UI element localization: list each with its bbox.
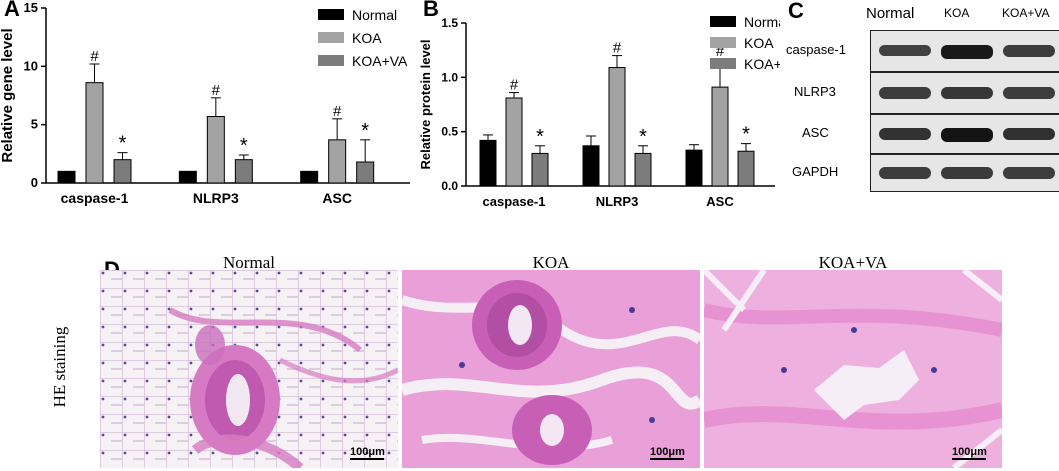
bar-koa-va [234, 159, 253, 184]
bar-koa-va [634, 152, 652, 187]
panel-letter-a: A [4, 0, 20, 21]
bar-koa-va [356, 161, 375, 184]
y-tick-label: 15 [24, 0, 38, 15]
blot-row-label: caspase-1 [786, 42, 846, 57]
significance-mark: * [119, 133, 127, 155]
significance-mark: # [510, 77, 519, 94]
western-blot-panel: Normal KOA KOA+VA caspase-1 NLRP3 ASC GAPDH [780, 0, 1059, 205]
y-tick-label: 0 [31, 175, 38, 190]
y-axis-label: Relative protein level [420, 39, 433, 169]
blot-row-label: NLRP3 [794, 84, 836, 99]
legend-label: Normal [744, 14, 780, 30]
scale-bar-normal: 100μm [350, 446, 385, 460]
blot-header-koa-va: KOA+VA [1002, 6, 1050, 20]
protein-level-bar-chart: 0.0 0.5 1.0 1.5 Relative protein level # * casp… [420, 14, 780, 209]
blot-band [1003, 45, 1055, 57]
bar-koa [328, 139, 347, 184]
legend-label: KOA+VA [352, 53, 408, 69]
significance-mark: * [361, 120, 369, 142]
bar-normal [178, 170, 197, 184]
legend-label: KOA [352, 30, 382, 46]
legend-swatch [710, 58, 736, 69]
bar-koa-va [531, 152, 549, 187]
legend-swatch [318, 9, 344, 20]
y-tick-label: 5 [31, 117, 38, 132]
bar-normal [300, 170, 319, 184]
y-tick-label: 0.0 [441, 179, 458, 193]
hist-title-normal: Normal [223, 253, 275, 272]
bar-koa-va [737, 150, 755, 187]
hist-title-koa: KOA [532, 253, 570, 272]
bar-normal [57, 170, 76, 184]
bar-koa [505, 97, 523, 187]
blot-band [1003, 87, 1055, 99]
significance-mark: * [240, 135, 248, 157]
bar-koa-va [113, 159, 132, 184]
histology-image-normal [100, 270, 398, 468]
blot-band [941, 45, 993, 59]
bar-koa [85, 82, 104, 184]
scale-bar-koa-va: 100μm [952, 446, 987, 460]
y-tick-label: 1.0 [441, 70, 458, 84]
bar-koa [206, 116, 225, 184]
y-tick-label: 10 [24, 58, 38, 73]
legend-swatch [710, 16, 736, 27]
blot-band [879, 87, 931, 99]
blot-band [879, 128, 931, 141]
bar-koa [608, 67, 626, 187]
panel-letter-c: C [788, 0, 804, 23]
y-tick-label: 0.5 [441, 125, 458, 139]
histology-image-koa-va [704, 270, 1002, 468]
legend-swatch [318, 32, 344, 43]
x-tick-label: ASC [706, 194, 734, 209]
blot-strip [870, 72, 1059, 114]
bar-normal [582, 145, 600, 187]
x-tick-label: caspase-1 [483, 194, 546, 209]
bar-koa [711, 86, 729, 187]
blot-band [1003, 128, 1055, 141]
blot-row-label: ASC [802, 125, 829, 140]
bar-normal [685, 149, 703, 187]
blot-band [879, 45, 931, 57]
legend-label: KOA [744, 35, 774, 51]
scale-bar-koa: 100μm [650, 446, 685, 460]
legend-swatch [710, 37, 736, 48]
blot-band [1003, 167, 1055, 179]
blot-band [941, 128, 993, 142]
histology-image-koa [402, 270, 700, 468]
hist-title-koa-va: KOA+VA [818, 253, 888, 272]
gene-level-bar-chart: 0 5 10 15 Relative gene level # * caspase-1 # * NL… [0, 0, 410, 206]
legend-swatch [318, 55, 344, 66]
blot-band [941, 167, 993, 179]
x-tick-label: ASC [322, 190, 352, 206]
legend-label: Normal [352, 7, 397, 23]
blot-strip [870, 114, 1059, 154]
y-tick-label: 1.5 [441, 16, 458, 30]
x-tick-label: caspase-1 [61, 190, 129, 206]
significance-mark: # [613, 40, 622, 57]
blot-header-normal: Normal [866, 5, 915, 22]
blot-strip [870, 154, 1059, 192]
significance-mark: # [716, 43, 725, 60]
bar-normal [479, 139, 497, 187]
blot-band [941, 87, 993, 99]
legend-label: KOA+VA [744, 56, 780, 72]
blot-header-koa: KOA [944, 6, 970, 20]
panel-letter-b: B [423, 0, 439, 21]
blot-row-label: GAPDH [792, 164, 839, 179]
blot-strip [870, 30, 1059, 72]
x-tick-label: NLRP3 [193, 190, 239, 206]
x-tick-label: NLRP3 [596, 194, 639, 209]
significance-mark: * [536, 126, 544, 148]
significance-mark: * [742, 124, 750, 146]
he-staining-label: HE staining [50, 326, 69, 408]
significance-mark: # [333, 103, 342, 120]
blot-band [879, 167, 931, 179]
significance-mark: # [90, 48, 99, 65]
significance-mark: # [212, 82, 221, 99]
y-axis-label: Relative gene level [0, 28, 16, 162]
significance-mark: * [639, 126, 647, 148]
